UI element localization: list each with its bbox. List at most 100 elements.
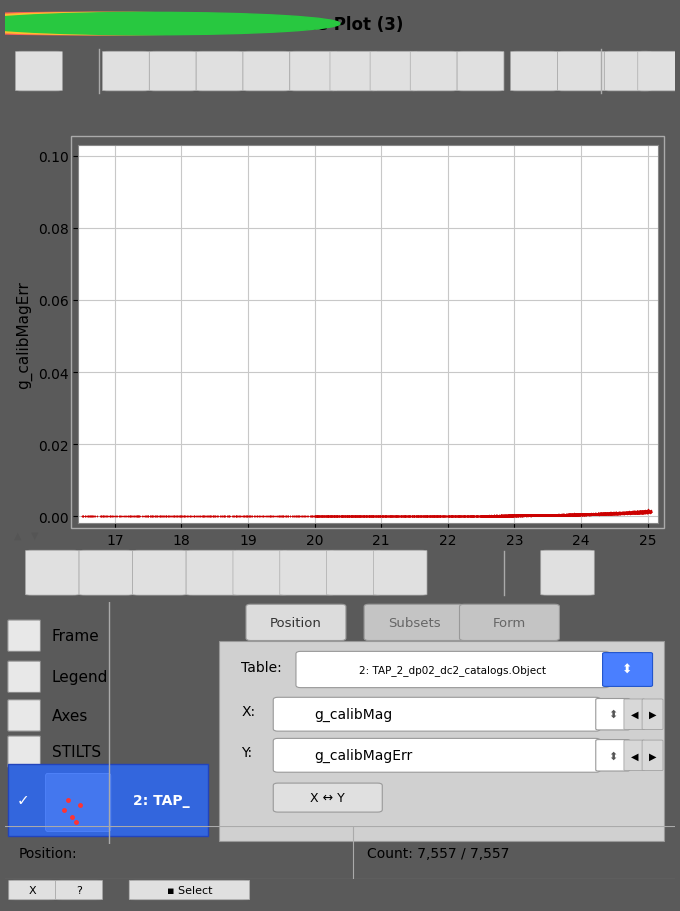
Point <box>467 509 478 524</box>
Point <box>219 509 230 524</box>
Point <box>279 509 290 524</box>
Point <box>583 507 594 522</box>
Point <box>640 505 651 519</box>
Point <box>564 507 575 522</box>
FancyBboxPatch shape <box>642 741 663 771</box>
Point <box>463 509 474 524</box>
Point <box>593 507 604 521</box>
Point <box>291 509 302 524</box>
FancyBboxPatch shape <box>16 52 63 92</box>
Point <box>637 506 648 520</box>
Point <box>620 506 631 520</box>
Point <box>505 508 515 523</box>
Point <box>560 507 571 522</box>
Point <box>495 508 506 523</box>
Point <box>435 509 445 524</box>
Point <box>600 507 611 521</box>
Point <box>163 509 174 524</box>
Point <box>359 509 370 524</box>
Point <box>350 509 361 524</box>
Point <box>512 508 523 523</box>
Point <box>630 506 641 520</box>
Point <box>509 508 520 523</box>
Point <box>558 507 568 522</box>
Point <box>496 508 507 523</box>
Point <box>596 507 607 521</box>
Point <box>418 509 428 524</box>
Point <box>101 509 112 524</box>
Point <box>417 509 428 524</box>
Point <box>620 507 631 521</box>
Point <box>464 509 475 524</box>
Point <box>634 506 645 520</box>
Point <box>609 507 620 521</box>
Point <box>295 509 306 524</box>
Point <box>575 507 586 522</box>
Point <box>338 509 349 524</box>
Point <box>435 509 446 524</box>
Point <box>596 507 607 522</box>
Point <box>578 507 589 522</box>
Point <box>636 506 647 520</box>
Point <box>640 505 651 519</box>
Point <box>534 508 545 523</box>
Point <box>453 509 464 524</box>
Point <box>566 507 577 522</box>
Point <box>632 505 643 519</box>
Point <box>541 508 551 523</box>
Point <box>357 509 368 524</box>
Point <box>398 509 409 524</box>
Point <box>422 509 432 524</box>
Point <box>601 507 612 521</box>
Point <box>584 507 595 522</box>
Point <box>595 507 606 522</box>
Point <box>178 509 189 524</box>
Point <box>637 506 648 520</box>
Point <box>470 509 481 524</box>
Point <box>84 509 95 524</box>
Point <box>601 507 612 521</box>
Point <box>605 507 616 521</box>
Point <box>481 509 492 524</box>
Point <box>599 507 610 522</box>
Point <box>639 506 650 520</box>
Point <box>373 509 384 524</box>
Point <box>634 506 645 520</box>
Point <box>563 507 574 522</box>
Point <box>596 507 607 521</box>
Point <box>564 508 575 523</box>
Point <box>551 508 562 523</box>
Point <box>571 507 581 522</box>
Point <box>405 509 415 524</box>
Point <box>615 507 626 521</box>
Point <box>578 507 589 522</box>
Point <box>605 507 616 521</box>
Point <box>483 509 494 524</box>
Point <box>627 505 638 519</box>
Point <box>535 508 546 523</box>
Point <box>372 509 383 524</box>
Point <box>428 509 439 524</box>
Point <box>574 507 585 522</box>
Point <box>620 507 631 521</box>
Point <box>375 509 386 524</box>
Point <box>534 508 545 523</box>
Point <box>625 506 636 520</box>
Point <box>503 508 513 523</box>
Point <box>572 507 583 522</box>
Point <box>585 507 596 522</box>
Point <box>563 508 574 523</box>
Point <box>554 508 564 523</box>
Point <box>498 508 509 523</box>
Point <box>378 509 389 524</box>
Point <box>341 509 352 524</box>
Point <box>103 509 114 524</box>
Point <box>630 506 641 520</box>
Point <box>465 509 476 524</box>
Point <box>629 506 640 520</box>
Point <box>613 507 624 521</box>
Point <box>576 507 587 522</box>
Point <box>594 507 605 522</box>
Point <box>581 507 592 522</box>
Point <box>591 507 602 522</box>
